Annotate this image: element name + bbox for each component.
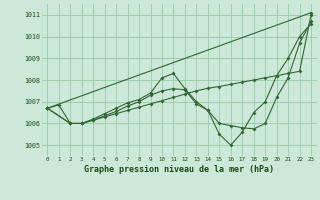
X-axis label: Graphe pression niveau de la mer (hPa): Graphe pression niveau de la mer (hPa): [84, 165, 274, 174]
